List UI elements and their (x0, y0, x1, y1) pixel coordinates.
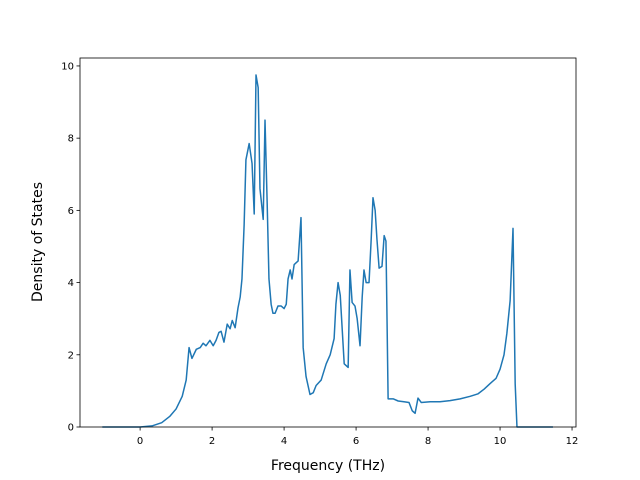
x-tick-label: 6 (353, 436, 359, 447)
y-tick-label: 0 (68, 423, 74, 434)
x-tick-label: 2 (209, 436, 215, 447)
y-tick-label: 6 (68, 206, 74, 217)
y-tick-label: 10 (61, 61, 74, 72)
x-axis-label: Frequency (THz) (271, 458, 385, 474)
y-tick-label: 8 (68, 134, 74, 145)
y-tick-label: 4 (68, 278, 74, 289)
y-axis-label: Density of States (30, 182, 46, 302)
x-tick-label: 4 (281, 436, 287, 447)
x-tick-label: 12 (566, 436, 579, 447)
x-tick-label: 8 (425, 436, 431, 447)
x-tick-label: 0 (137, 436, 143, 447)
x-tick-label: 10 (494, 436, 507, 447)
y-tick-label: 2 (68, 350, 74, 361)
line (102, 74, 553, 428)
axes-frame (79, 57, 577, 428)
